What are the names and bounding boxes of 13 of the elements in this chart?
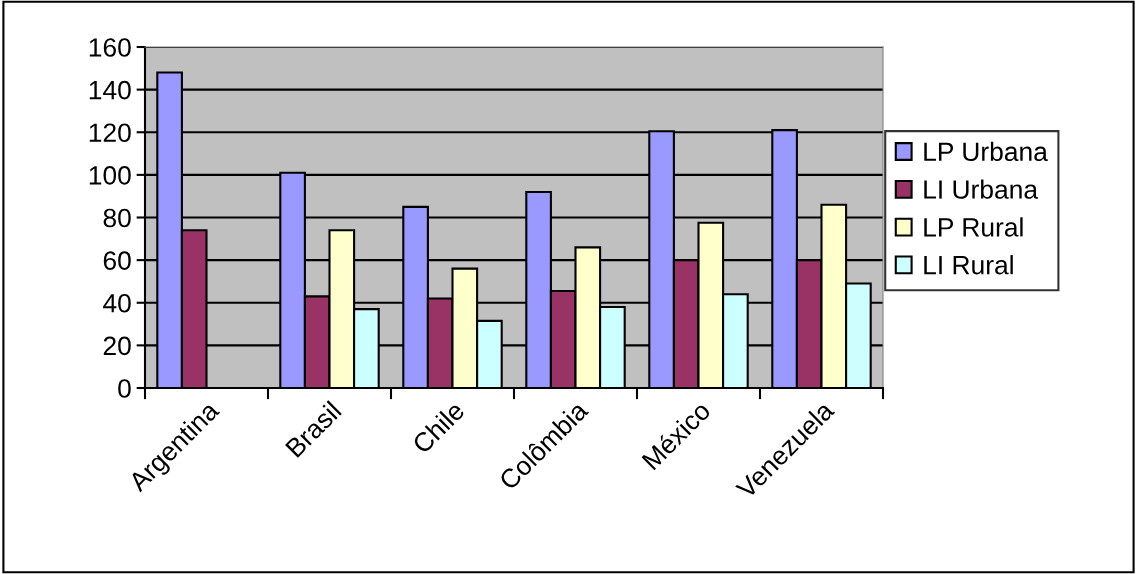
legend-label: LI Urbana	[924, 179, 1039, 199]
y-tick-label: 80	[103, 208, 131, 228]
y-tick-label: 160	[89, 38, 131, 57]
y-tick-label: 60	[103, 251, 131, 270]
y-tick-label: 100	[89, 166, 131, 185]
y-tick-label: 20	[103, 336, 131, 356]
y-tick-label: 120	[89, 123, 131, 143]
y-tick-label: 0	[118, 379, 131, 398]
legend-label: LP Rural	[924, 217, 1023, 237]
y-tick-label: 140	[89, 80, 131, 100]
y-tick-label: 40	[103, 293, 131, 313]
legend-label: LP Urbana	[924, 141, 1048, 162]
legend-label: LI Rural	[924, 255, 1013, 275]
